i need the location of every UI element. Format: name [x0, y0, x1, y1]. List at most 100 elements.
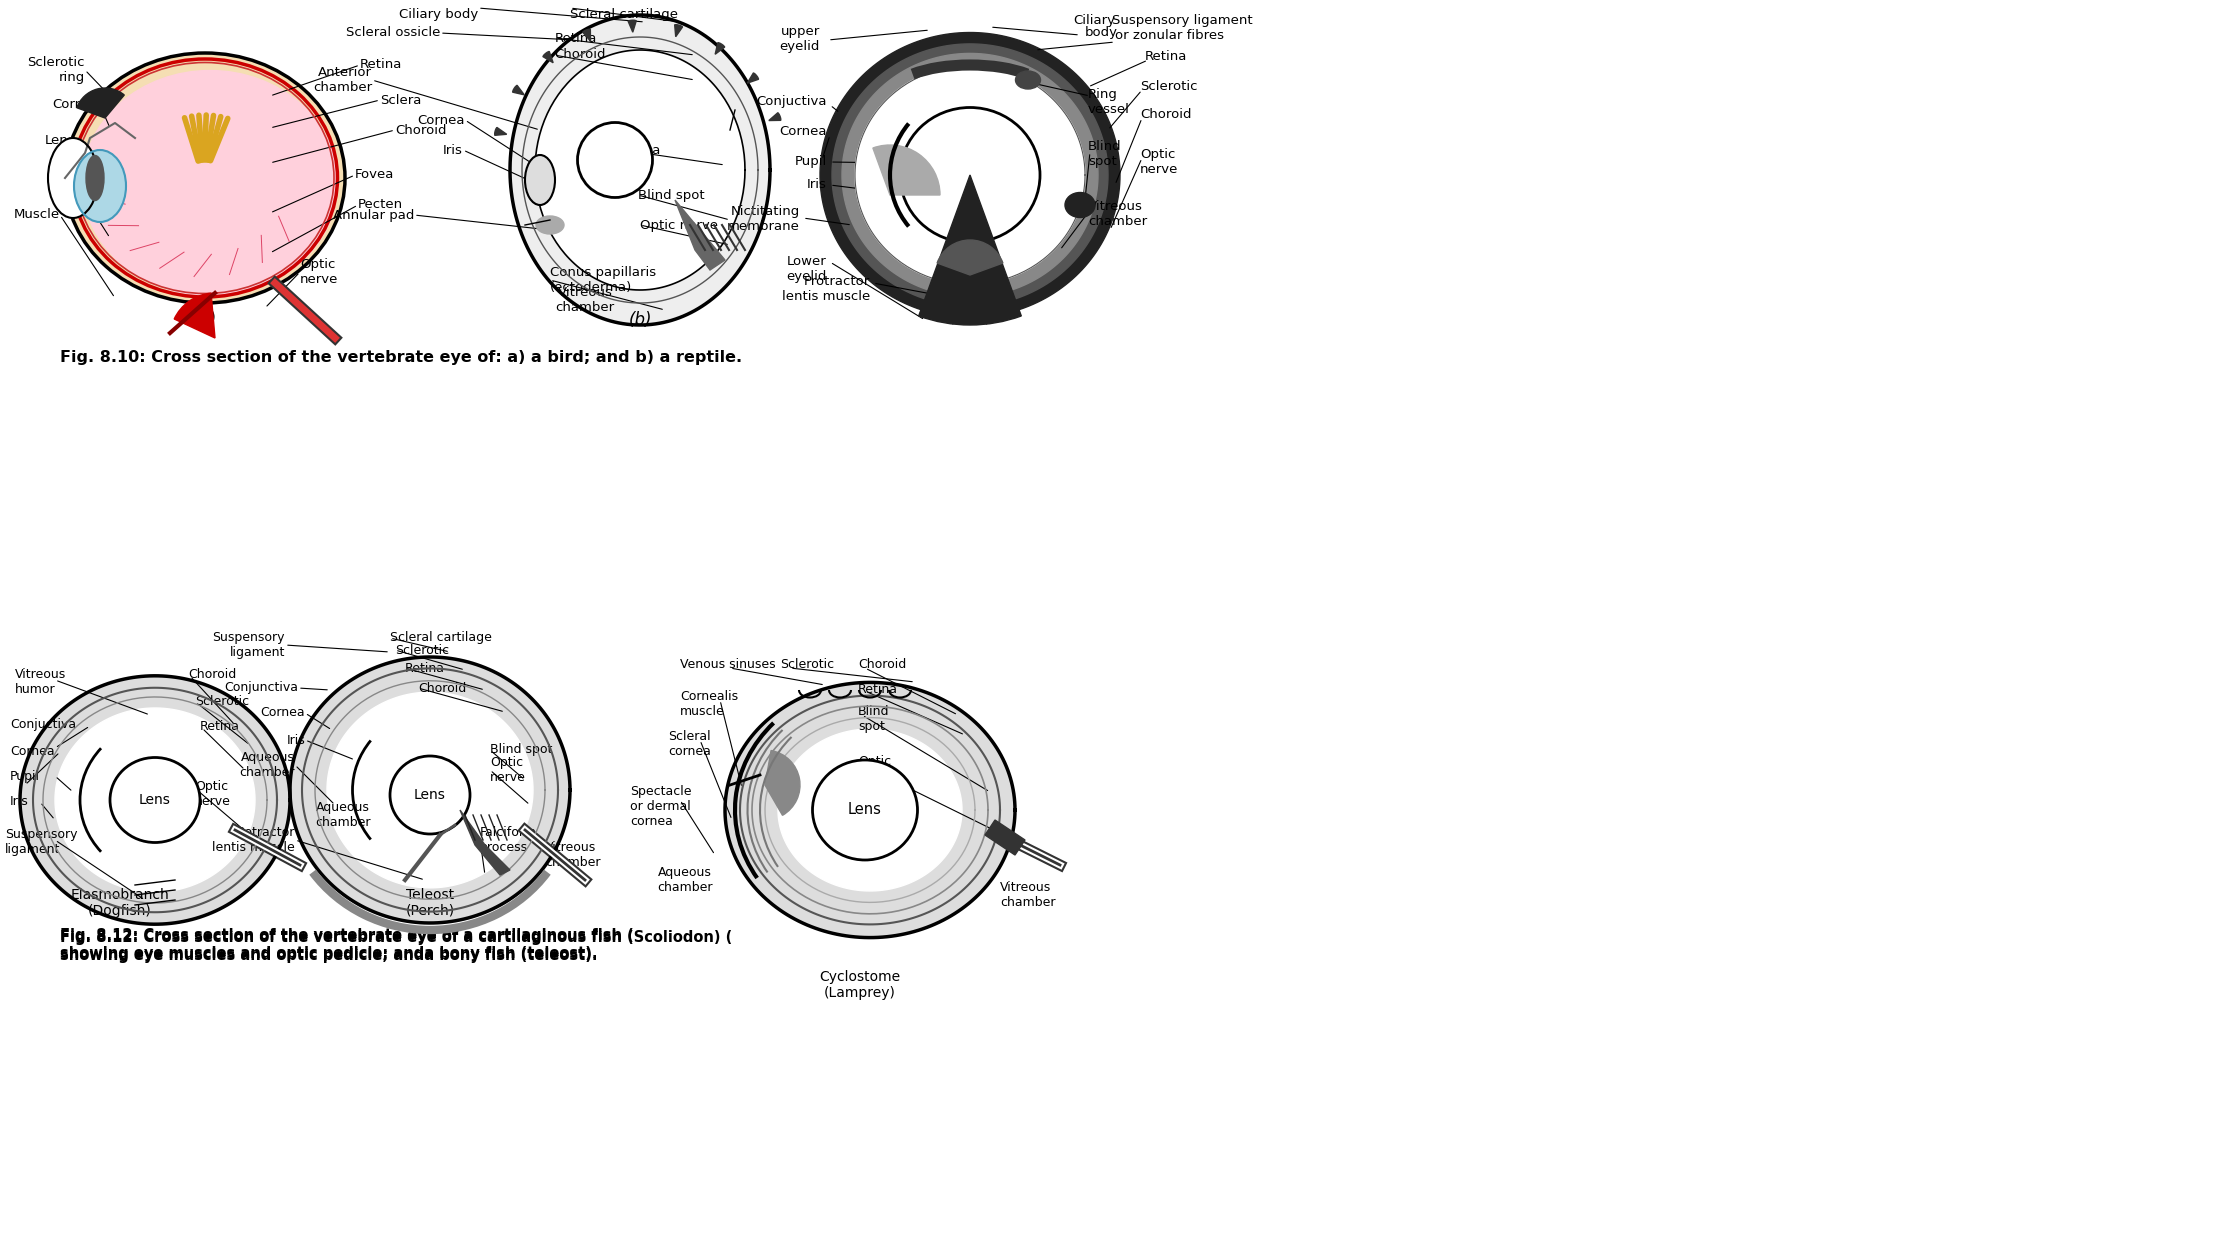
Wedge shape: [748, 73, 759, 83]
Text: Pupil: Pupil: [9, 770, 40, 782]
Text: Cornealis
muscle: Cornealis muscle: [681, 690, 739, 718]
Polygon shape: [831, 44, 1109, 306]
Text: Sclerotic
ring: Sclerotic ring: [27, 55, 85, 84]
Text: Retina: Retina: [1145, 50, 1187, 63]
Polygon shape: [459, 810, 511, 874]
Wedge shape: [936, 239, 1004, 275]
Text: Scleral cartilage: Scleral cartilage: [569, 8, 679, 21]
Ellipse shape: [524, 155, 556, 205]
Text: Optic
nerve: Optic nerve: [300, 258, 338, 286]
Text: Vitreous
humor: Vitreous humor: [16, 668, 67, 696]
Text: Optic
nerve: Optic nerve: [195, 780, 231, 808]
Text: Aqueous
chamber: Aqueous chamber: [240, 751, 296, 779]
Text: Teleost: Teleost: [405, 888, 455, 902]
Text: Cornea: Cornea: [417, 113, 466, 126]
Text: Vitreous
chamber: Vitreous chamber: [999, 881, 1055, 908]
Ellipse shape: [535, 215, 564, 234]
Wedge shape: [627, 20, 636, 33]
Ellipse shape: [813, 760, 918, 861]
Polygon shape: [289, 656, 569, 924]
Polygon shape: [777, 730, 961, 891]
Ellipse shape: [85, 155, 103, 200]
Text: Fig. 8.12: Cross section of the vertebrate eye of a cartilaginous fish (: Fig. 8.12: Cross section of the vertebra…: [60, 929, 634, 942]
Text: Aqueous
chamber: Aqueous chamber: [316, 801, 370, 829]
Text: Amphibian: Amphibian: [930, 295, 1010, 310]
Text: Retina: Retina: [858, 683, 898, 696]
Text: Blind spot: Blind spot: [491, 743, 553, 756]
Wedge shape: [76, 88, 123, 118]
Text: Optic
nerve: Optic nerve: [1140, 147, 1178, 176]
Polygon shape: [820, 33, 1120, 318]
Text: Cornea: Cornea: [260, 707, 305, 719]
Text: Fig. 8.12: Cross section of the vertebrate eye of a cartilaginous fish (Scoliodo: Fig. 8.12: Cross section of the vertebra…: [60, 930, 732, 945]
Text: Choroid: Choroid: [553, 48, 605, 62]
Text: Conus papillaris
(ectoderma): Conus papillaris (ectoderma): [551, 266, 656, 294]
Text: Ciliary body: Ciliary body: [399, 8, 477, 21]
Text: Blind
spot: Blind spot: [858, 706, 889, 733]
Wedge shape: [495, 127, 506, 135]
Text: Falciform
process: Falciform process: [479, 827, 538, 854]
Text: Sclera: Sclera: [381, 93, 421, 107]
Text: Choroid: Choroid: [419, 682, 466, 694]
Text: Scleral cartilage: Scleral cartilage: [390, 631, 493, 645]
Text: Vitreous
chamber: Vitreous chamber: [544, 840, 600, 869]
Ellipse shape: [578, 122, 652, 198]
Wedge shape: [766, 751, 800, 815]
Text: Venous sinuses: Venous sinuses: [681, 658, 775, 672]
Text: Suspensory
ligament: Suspensory ligament: [213, 631, 284, 659]
Text: Conjuctiva: Conjuctiva: [9, 718, 76, 731]
Text: Iris: Iris: [49, 169, 69, 181]
Polygon shape: [856, 66, 1084, 285]
Text: Blind spot: Blind spot: [638, 189, 706, 202]
Ellipse shape: [1015, 71, 1042, 89]
Text: Scleral ossicle: Scleral ossicle: [345, 26, 439, 39]
Text: Iris: Iris: [9, 795, 29, 808]
Text: Retina: Retina: [199, 719, 240, 733]
Ellipse shape: [83, 71, 338, 296]
Ellipse shape: [1064, 193, 1095, 218]
Text: Lens: Lens: [849, 803, 883, 818]
Text: Choroid: Choroid: [394, 123, 446, 136]
Text: Ring
vessel: Ring vessel: [1089, 88, 1129, 116]
Text: Retina: Retina: [405, 662, 446, 674]
Wedge shape: [513, 86, 524, 94]
Text: Iris: Iris: [287, 733, 305, 746]
Wedge shape: [874, 145, 941, 195]
Text: (Frog): (Frog): [950, 310, 990, 325]
Text: Cornea: Cornea: [780, 125, 827, 139]
Text: Lens: Lens: [414, 788, 446, 803]
Text: Lower
eyelid: Lower eyelid: [786, 255, 827, 284]
Text: showing eye muscles and optic pedicle; anda bony fish (teleost).: showing eye muscles and optic pedicle; a…: [60, 946, 598, 961]
Text: Choroid: Choroid: [188, 668, 235, 680]
Polygon shape: [56, 708, 255, 892]
Text: Suspensory
ligament: Suspensory ligament: [4, 828, 78, 856]
Text: or zonular fibres: or zonular fibres: [1116, 29, 1223, 42]
Polygon shape: [511, 15, 771, 325]
Wedge shape: [918, 175, 1021, 325]
Polygon shape: [842, 53, 1098, 296]
Ellipse shape: [900, 107, 1039, 242]
Text: Iris: Iris: [444, 144, 464, 156]
Text: Fig. 8.10: Cross section of the vertebrate eye of: a) a bird; and b) a reptile.: Fig. 8.10: Cross section of the vertebra…: [60, 350, 741, 365]
Text: Conjuctiva: Conjuctiva: [757, 94, 827, 108]
Text: Iris: Iris: [806, 178, 827, 192]
Text: Aqueous
chamber: Aqueous chamber: [656, 866, 712, 895]
Wedge shape: [768, 112, 782, 121]
Polygon shape: [986, 820, 1026, 856]
Text: Anterior
chamber: Anterior chamber: [314, 66, 372, 94]
Ellipse shape: [47, 139, 99, 218]
Ellipse shape: [65, 53, 345, 302]
Text: (b): (b): [627, 311, 652, 329]
Text: Choroid: Choroid: [858, 658, 907, 672]
Text: Suspensory ligament: Suspensory ligament: [1111, 14, 1252, 26]
Text: Fovea: Fovea: [623, 144, 661, 156]
Text: Cornea: Cornea: [52, 98, 101, 111]
Text: Protractor
lentis muscle: Protractor lentis muscle: [782, 275, 869, 302]
Text: showing eye muscles and optic pedicle; anda bony fish (teleost).: showing eye muscles and optic pedicle; a…: [60, 948, 598, 963]
Text: Optic
nerve: Optic nerve: [491, 756, 526, 784]
Text: (a): (a): [193, 311, 217, 329]
Text: upper
eyelid: upper eyelid: [780, 25, 820, 53]
Polygon shape: [327, 692, 533, 888]
Text: Pecten: Pecten: [358, 199, 403, 212]
Text: body: body: [1084, 26, 1118, 39]
